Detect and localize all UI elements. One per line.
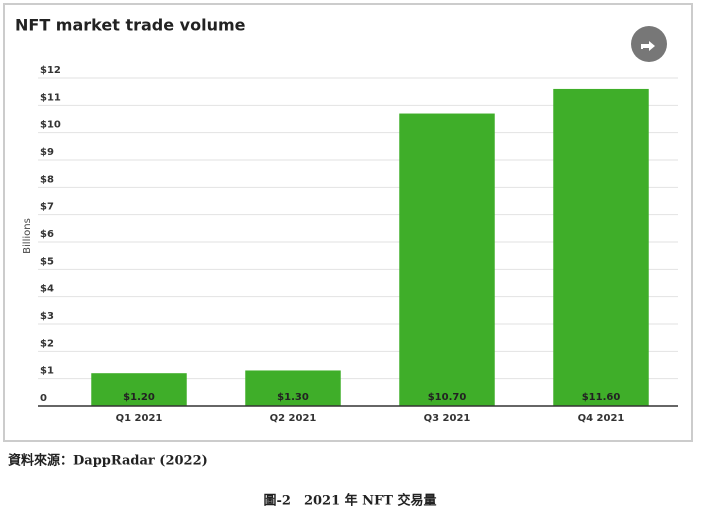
x-tick-label: Q4 2021: [578, 413, 625, 424]
bar: [399, 113, 495, 407]
x-tick-label: Q3 2021: [424, 413, 471, 424]
data-label: $1.30: [277, 392, 309, 403]
bar: [245, 370, 341, 406]
x-tick-label: Q2 2021: [270, 413, 317, 424]
y-tick-label: $10: [40, 120, 61, 131]
bar: [553, 88, 649, 406]
share-button[interactable]: [631, 26, 667, 62]
y-tick-label: $1: [40, 366, 54, 377]
data-label: $11.60: [582, 392, 621, 403]
chart-title: NFT market trade volume: [15, 16, 246, 35]
y-tick-label: $3: [40, 311, 54, 322]
caption: 圖-2 2021 年 NFT 交易量: [264, 493, 437, 509]
data-label: $10.70: [428, 392, 467, 403]
y-tick-label: $2: [40, 338, 54, 349]
y-tick-label: $11: [40, 92, 61, 103]
y-tick-label: $5: [40, 256, 54, 267]
y-tick-label: $12: [40, 65, 61, 76]
y-tick-label: 0: [40, 393, 47, 404]
y-tick-label: $6: [40, 229, 54, 240]
source: 資料來源：DappRadar (2022): [8, 453, 208, 469]
y-axis-label: Billions: [22, 218, 33, 254]
bar: [91, 373, 187, 406]
y-tick-label: $9: [40, 147, 54, 158]
y-tick-label: $7: [40, 202, 54, 213]
y-tick-label: $8: [40, 174, 54, 185]
data-label: $1.20: [123, 392, 155, 403]
y-tick-label: $4: [40, 284, 54, 295]
x-tick-label: Q1 2021: [116, 413, 163, 424]
